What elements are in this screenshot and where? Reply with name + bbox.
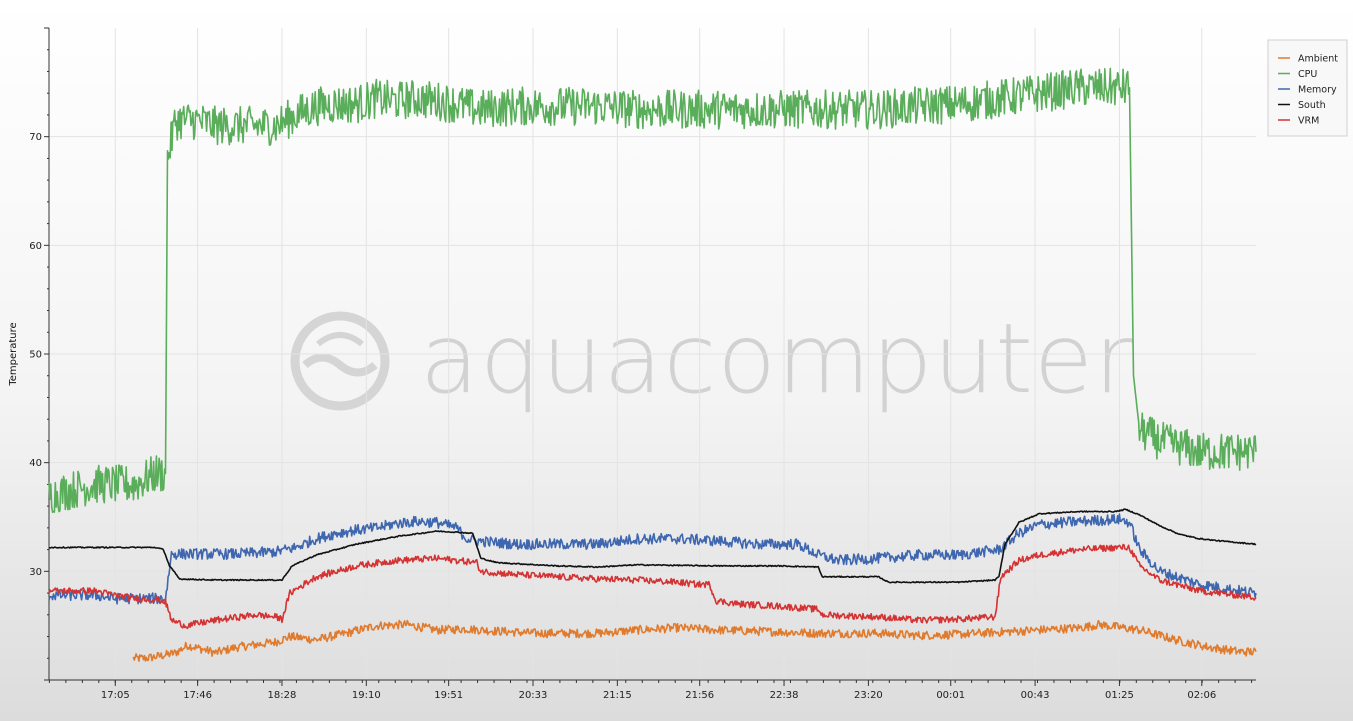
legend-label-ambient: Ambient bbox=[1298, 54, 1338, 65]
y-axis-title: Temperature bbox=[8, 322, 19, 386]
x-tick-label: 19:51 bbox=[434, 690, 463, 701]
watermark-logo: aquacomputer bbox=[290, 303, 1134, 415]
watermark-logo-icon bbox=[290, 311, 390, 411]
x-tick-label: 22:38 bbox=[770, 690, 799, 701]
series-line-memory bbox=[48, 513, 1257, 605]
x-tick-label: 21:15 bbox=[603, 690, 632, 701]
x-tick-label: 19:10 bbox=[352, 690, 381, 701]
x-tick-label: 21:56 bbox=[685, 690, 714, 701]
x-tick-label: 00:43 bbox=[1021, 690, 1050, 701]
x-tick-label: 23:20 bbox=[854, 690, 883, 701]
series-lines bbox=[48, 67, 1257, 662]
series-line-south bbox=[48, 508, 1257, 584]
x-tick-label: 00:01 bbox=[936, 690, 965, 701]
x-tick-label: 17:46 bbox=[183, 690, 212, 701]
x-tick-label: 20:33 bbox=[519, 690, 548, 701]
grid bbox=[49, 28, 1256, 680]
legend-label-cpu: CPU bbox=[1298, 69, 1317, 80]
legend-label-memory: Memory bbox=[1298, 85, 1337, 96]
legend-label-vrm: VRM bbox=[1298, 116, 1319, 127]
legend: Ambient CPU Memory South VRM bbox=[1267, 39, 1348, 137]
y-tick-label: 30 bbox=[29, 567, 42, 578]
y-tick-label: 60 bbox=[29, 241, 42, 252]
y-tick-label: 40 bbox=[29, 458, 42, 469]
series-line-cpu bbox=[48, 67, 1257, 514]
x-tick-label: 17:05 bbox=[101, 690, 130, 701]
axes: 30 40 50 60 70 17:05 17:46 18:28 19:10 19:51 20:33… bbox=[29, 27, 1256, 701]
x-tick-label: 18:28 bbox=[268, 690, 297, 701]
y-tick-label: 50 bbox=[29, 350, 42, 361]
y-tick-label: 70 bbox=[29, 132, 42, 143]
x-tick-label: 02:06 bbox=[1187, 690, 1216, 701]
x-tick-label: 01:25 bbox=[1105, 690, 1134, 701]
watermark-text: aquacomputer bbox=[420, 303, 1134, 415]
series-line-vrm bbox=[48, 543, 1257, 630]
legend-label-south: South bbox=[1298, 100, 1326, 111]
series-line-ambient bbox=[132, 619, 1257, 662]
